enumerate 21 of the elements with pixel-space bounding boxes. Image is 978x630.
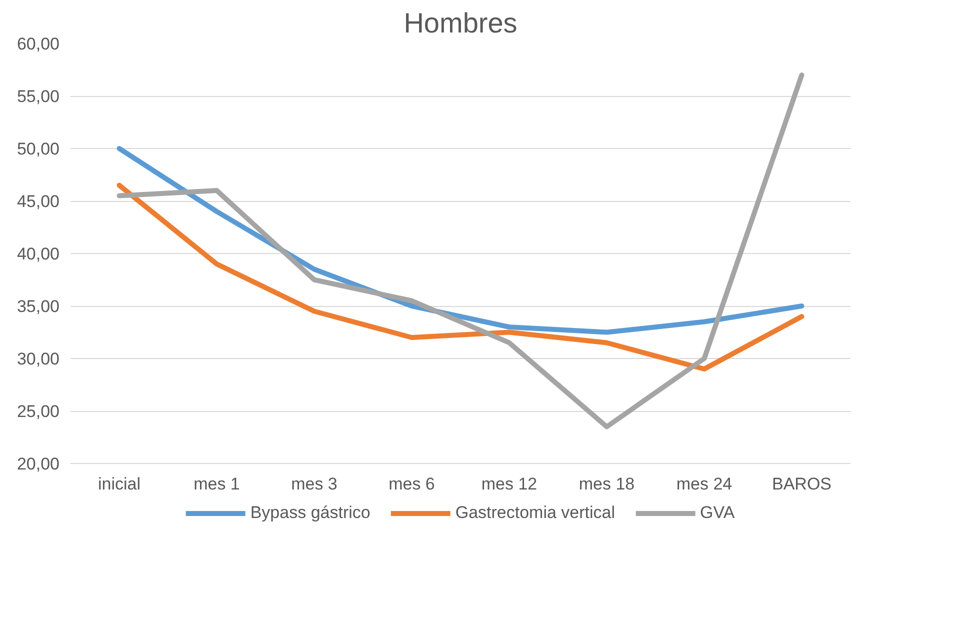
- y-tick-label: 45,00: [16, 192, 60, 211]
- chart-title: Hombres: [404, 8, 518, 38]
- x-tick-label: mes 6: [388, 474, 435, 494]
- x-tick-label: inicial: [98, 474, 141, 494]
- y-tick-label: 35,00: [16, 297, 60, 316]
- y-tick-label: 25,00: [16, 402, 60, 421]
- y-tick-label: 60,00: [16, 34, 60, 54]
- x-tick-label: mes 3: [291, 474, 338, 494]
- y-tick-label: 55,00: [16, 87, 60, 106]
- x-tick-label: mes 24: [676, 474, 732, 494]
- y-tick-label: 20,00: [16, 454, 60, 474]
- legend-label: GVA: [700, 503, 735, 523]
- x-tick-label: BAROS: [772, 474, 832, 494]
- x-tick-label: mes 18: [578, 474, 635, 494]
- y-tick-label: 30,00: [16, 350, 60, 368]
- x-tick-label: mes 1: [194, 474, 240, 494]
- y-tick-label: 40,00: [16, 244, 60, 264]
- legend-label: Gastrectomia vertical: [455, 503, 616, 523]
- legend-label: Bypass gástrico: [250, 503, 370, 523]
- y-tick-label: 50,00: [16, 140, 60, 158]
- x-tick-label: mes 12: [481, 474, 538, 494]
